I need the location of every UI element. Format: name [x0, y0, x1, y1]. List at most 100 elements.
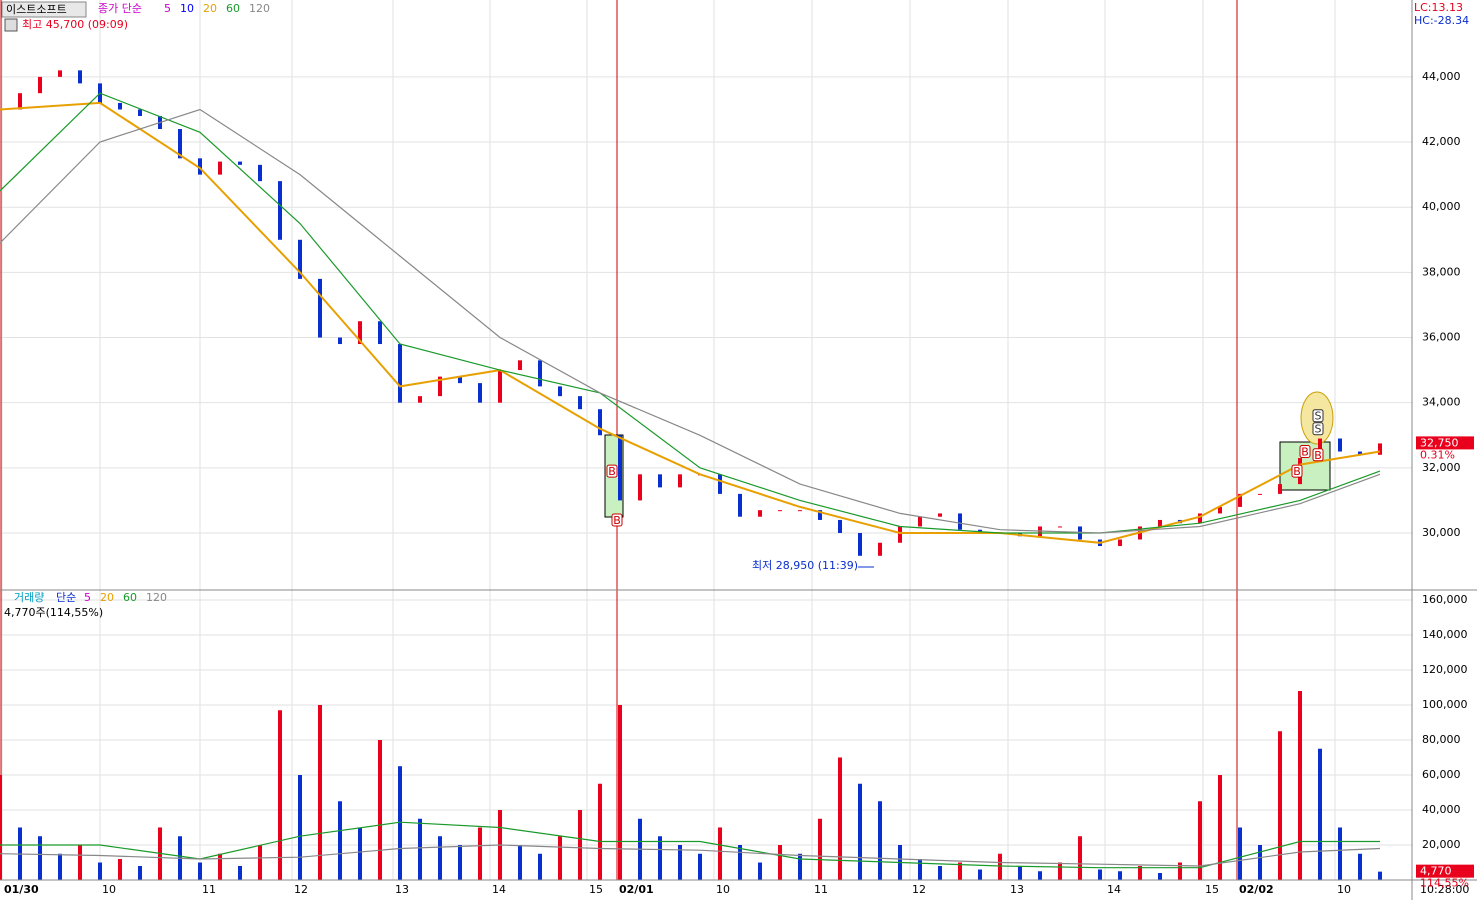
volume-bar	[878, 801, 882, 880]
ma-line	[0, 108, 1381, 534]
volume-bar	[438, 836, 442, 880]
volume-bar	[518, 844, 522, 880]
candle	[38, 76, 42, 94]
candle	[918, 516, 922, 527]
y-tick-label: 36,000	[1422, 331, 1461, 344]
candle	[418, 396, 422, 403]
candle	[1118, 539, 1122, 547]
legend-item: 120	[146, 591, 167, 604]
volume-bar	[258, 844, 262, 880]
volume-bar	[1238, 827, 1242, 880]
ma-line	[0, 821, 1380, 869]
volume-bar	[618, 704, 622, 880]
signal-label: S	[1315, 410, 1322, 423]
volume-bar	[1158, 872, 1162, 880]
current-label: 32,750	[1420, 436, 1459, 449]
y-tick-label: 40,000	[1422, 200, 1461, 213]
candle	[318, 278, 322, 338]
candle	[1318, 438, 1322, 459]
candle	[678, 474, 682, 488]
current-box	[1416, 436, 1474, 450]
candle	[378, 321, 382, 345]
volume-bar	[678, 844, 682, 880]
candle	[518, 360, 522, 371]
volume-bar	[218, 853, 222, 880]
y-tick-label: 60,000	[1422, 768, 1461, 781]
volume-bar	[558, 836, 562, 880]
candle	[218, 161, 222, 175]
signal-marker	[1299, 445, 1311, 459]
legend-item: 10	[180, 2, 194, 15]
volume-bar	[938, 865, 942, 880]
candle	[1358, 451, 1362, 455]
volume-bar	[658, 836, 662, 880]
volume-info: 4,770주(114,55%)	[4, 606, 103, 619]
legend-item: 20	[203, 2, 217, 15]
candle	[798, 510, 802, 512]
candle	[1378, 443, 1382, 455]
candle	[578, 396, 582, 410]
candle	[558, 386, 562, 397]
volume-bar	[338, 801, 342, 880]
candle	[858, 532, 862, 556]
volume-bar	[278, 710, 282, 880]
volume-bar	[998, 853, 1002, 880]
signal-marker	[1291, 464, 1303, 478]
volume-bar	[98, 862, 102, 880]
x-tick-label: 12	[294, 883, 308, 896]
y-tick-label: 30,000	[1422, 526, 1461, 539]
volume-bar	[78, 844, 82, 880]
y-tick-label: 120,000	[1422, 663, 1468, 676]
candle	[758, 510, 762, 517]
legend-item: 5	[164, 2, 171, 15]
change-label: 0.31%	[1420, 448, 1455, 461]
volume-bar	[598, 783, 602, 880]
volume-bar	[198, 862, 202, 880]
x-tick-label: 10	[1337, 883, 1351, 896]
signal-label: B	[1301, 446, 1309, 459]
x-tick-label: 13	[1010, 883, 1024, 896]
candle	[538, 360, 542, 387]
x-tick-label: 02/01	[619, 883, 654, 896]
candle	[818, 510, 822, 520]
name-box[interactable]	[1, 1, 87, 18]
x-tick-label: 15	[1205, 883, 1219, 896]
candle	[398, 344, 402, 403]
candle	[478, 383, 482, 403]
x-tick-label: 12	[912, 883, 926, 896]
volume-bar	[358, 827, 362, 880]
legend-item: 5	[84, 591, 91, 604]
volume-bar	[818, 818, 822, 880]
candle	[878, 542, 882, 556]
volume-bar	[718, 827, 722, 880]
candle	[278, 181, 282, 240]
volume-bar	[698, 853, 702, 880]
volume-bar	[1118, 871, 1122, 880]
volume-bar	[1098, 869, 1102, 880]
candle	[1218, 506, 1222, 514]
candle	[618, 435, 622, 501]
candle	[958, 513, 962, 530]
volume-bar	[1318, 748, 1322, 880]
icon[interactable]	[4, 18, 18, 32]
candle	[78, 70, 82, 84]
volume-bar	[1258, 844, 1262, 880]
candle	[138, 109, 142, 116]
x-tick-label: 14	[1107, 883, 1121, 896]
volume-bar	[858, 783, 862, 880]
volume-bar	[978, 869, 982, 880]
x-tick-label: 15	[589, 883, 603, 896]
candle	[1258, 493, 1262, 495]
y-tick-label: 160,000	[1422, 593, 1468, 606]
y-tick-label: 32,000	[1422, 461, 1461, 474]
volume-bar	[538, 853, 542, 880]
candle	[178, 129, 182, 159]
x-tick-label: 11	[202, 883, 216, 896]
low-annotation: 최저 28,950 (11:39)	[752, 559, 858, 572]
volume-bar	[378, 739, 382, 880]
volume-bar	[1078, 836, 1082, 880]
y-tick-label: 80,000	[1422, 733, 1461, 746]
signal-label: B	[613, 514, 621, 527]
